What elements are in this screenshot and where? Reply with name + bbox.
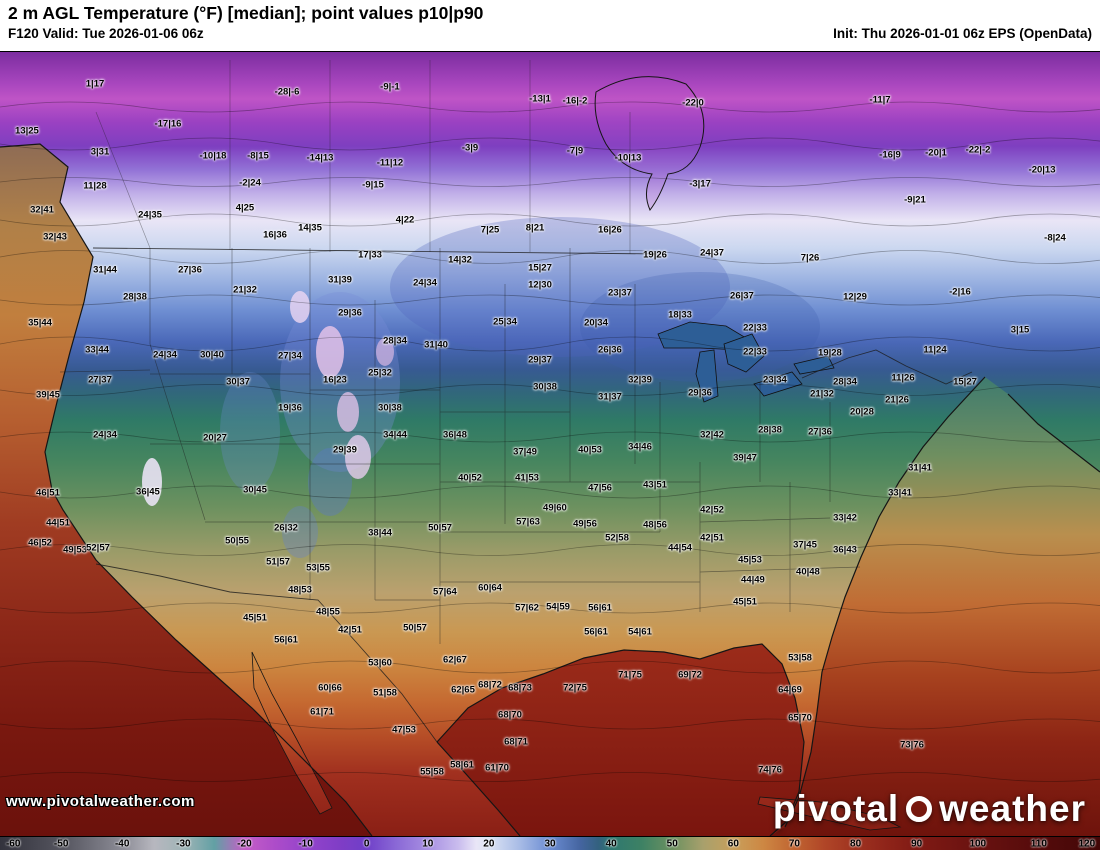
colorbar-tick: 50 [666,838,678,849]
colorbar-tick: 90 [911,838,923,849]
gulf-of-mexico [437,644,804,836]
colorbar-tick: 40 [605,838,617,849]
pacific-ocean [0,144,372,836]
coastline [0,143,1100,836]
colorbar-tick: 80 [850,838,862,849]
map-header: 2 m AGL Temperature (°F) [median]; point… [0,0,1100,52]
hudson-bay [594,76,705,211]
colorbar-tick: -20 [237,838,252,849]
valid-time-label: F120 Valid: Tue 2026-01-06 06z [8,26,204,41]
temperature-map[interactable]: 1|17 -28|-6 -9|-1 -13|1 -16|-2 -22|0 -11|7 13|2… [0,52,1100,836]
colorbar-tick: 20 [483,838,495,849]
colorbar-tick: -40 [114,838,130,849]
isotherm-contours [0,101,1100,782]
great-lakes [657,321,835,403]
colorbar-tick: 30 [544,838,556,849]
national-borders [92,247,973,743]
colorbar-tick: 120 [1078,838,1096,849]
province-borders [95,60,631,254]
init-time-label: Init: Thu 2026-01-01 06z EPS (OpenData) [833,26,1092,41]
pivotal-weather-logo-icon [906,796,933,822]
colorbar-tick: 60 [727,838,739,849]
colorbar-tick: 70 [788,838,800,849]
atlantic-ocean [770,377,1100,836]
colorbar-tick: -10 [298,838,313,849]
temperature-map-canvas[interactable] [0,52,1100,836]
page-title: 2 m AGL Temperature (°F) [median]; point… [8,3,484,23]
colorbar-tick: -60 [5,838,21,849]
temperature-colorbar: -60 -50 -40 -30 -20 -10 0 10 20 30 40 50 60 70 80 90 100… [0,836,1100,850]
logo-text-pivotal: pivotal [772,788,900,829]
colorbar-tick: -30 [176,838,191,849]
colorbar-tick: -50 [53,838,69,849]
baja-california [251,651,333,815]
watermark: www.pivotalweather.com [6,793,195,810]
colorbar-tick: 100 [969,838,987,849]
pivotal-weather-logo: pivotal weather [773,788,1086,830]
colorbar-tick: 0 [363,838,370,849]
colorbar-tick: 110 [1030,838,1047,849]
colorbar-tick: 10 [422,838,434,849]
state-borders [59,248,861,644]
logo-text-weather: weather [939,788,1086,829]
